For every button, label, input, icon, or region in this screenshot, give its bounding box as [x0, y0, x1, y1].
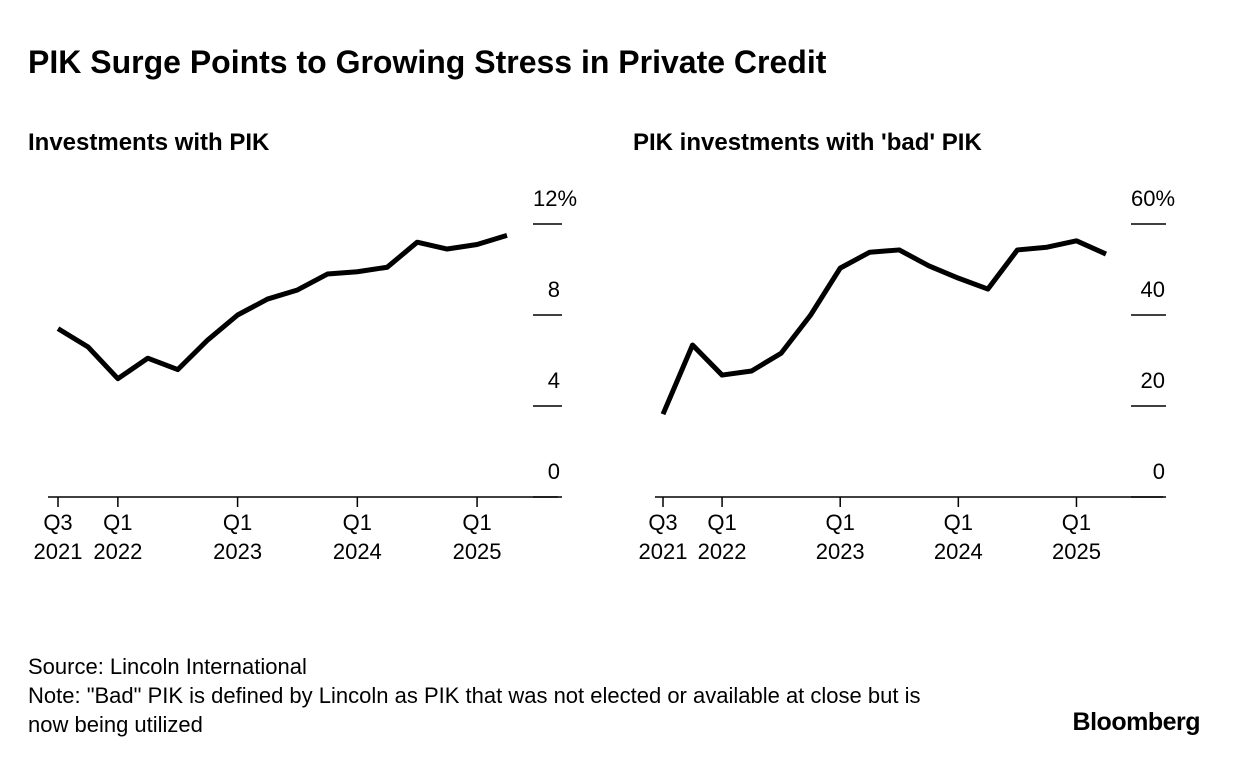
- y-tick-label: 12%: [533, 186, 577, 211]
- x-tick-label: Q1 2023: [213, 510, 262, 564]
- y-tick-label: 0: [1153, 459, 1165, 484]
- page-title: PIK Surge Points to Growing Stress in Pr…: [28, 44, 827, 80]
- chart-title: PIK investments with 'bad' PIK: [633, 129, 982, 156]
- note: Note: "Bad" PIK is defined by Lincoln as…: [28, 683, 921, 737]
- logo: Bloomberg: [1073, 708, 1200, 736]
- x-tick-label: Q1 2023: [816, 510, 865, 564]
- x-tick-label: Q1 2025: [1052, 510, 1101, 564]
- x-tick-label: Q1 2025: [453, 510, 502, 564]
- y-tick-label: 20: [1141, 368, 1165, 393]
- y-tick-label: 8: [548, 277, 560, 302]
- x-tick-label: Q3 2021: [639, 510, 688, 564]
- chart-title: Investments with PIK: [28, 129, 270, 156]
- y-tick-label: 0: [548, 459, 560, 484]
- line: [660, 238, 1108, 416]
- x-tick-label: Q1 2022: [698, 510, 747, 564]
- x-tick-label: Q3 2021: [34, 510, 83, 564]
- y-tick-label: 40: [1141, 277, 1165, 302]
- y-tick-label: 4: [548, 368, 560, 393]
- source: Source: Lincoln International: [28, 654, 307, 679]
- x-tick-label: Q1 2022: [93, 510, 142, 564]
- x-tick-label: Q1 2024: [934, 510, 983, 564]
- x-tick-label: Q1 2024: [333, 510, 382, 564]
- y-tick-label: 60%: [1131, 186, 1175, 211]
- line: [56, 232, 508, 382]
